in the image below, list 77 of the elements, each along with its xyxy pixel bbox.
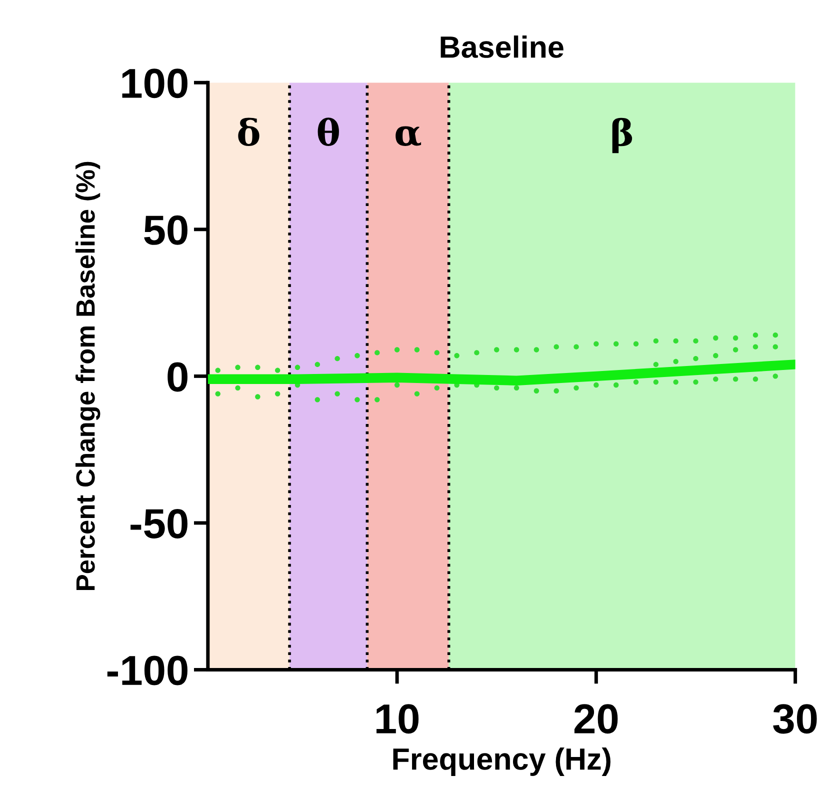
point [215,368,220,373]
point [494,347,500,352]
point [374,350,380,356]
point [732,376,738,382]
point [554,388,559,394]
point [255,394,260,400]
point [494,385,500,391]
point [594,341,599,346]
y-tick-label: 0 [168,362,188,392]
point [673,379,678,385]
point [235,385,240,391]
chart-title: Baseline [440,35,564,58]
y-tick-label: -50 [130,508,188,538]
point [772,374,778,379]
band-label: β [612,118,632,154]
point [633,341,639,346]
point [633,379,639,385]
point [574,385,579,391]
point [394,347,400,352]
point [693,379,698,385]
point [334,391,340,396]
point [574,344,579,350]
point [534,388,540,394]
point [594,382,599,388]
point [294,364,300,370]
point [434,350,440,356]
point [732,335,738,341]
point [414,391,420,396]
point [693,338,698,344]
point [713,376,718,382]
point [354,397,360,402]
x-tick-label: 20 [574,704,618,734]
point [772,332,778,338]
point [693,356,698,362]
point [752,332,758,338]
x-axis-title: Frequency (Hz) [393,747,610,776]
point [772,344,778,350]
point [235,364,240,370]
point [673,338,678,344]
band-label: δ [238,118,260,146]
x-tick-label: 10 [376,704,419,734]
point [354,353,360,358]
point [613,382,619,388]
point [514,385,520,391]
x-tick-label: 30 [773,704,817,734]
point [534,347,540,352]
point [414,347,420,352]
y-tick-label: 100 [122,68,188,98]
point [732,347,738,352]
point [673,358,678,364]
point [314,397,320,402]
point [394,382,400,388]
point [554,344,559,350]
point [454,353,460,358]
band-label: α [396,126,422,146]
point [215,391,220,396]
point [274,391,280,396]
y-axis-title: Percent Change from Baseline (%) [75,162,100,590]
point [274,368,280,373]
point [752,376,758,382]
point [314,362,320,368]
point [653,379,659,385]
band-label: θ [318,118,339,146]
point [613,341,619,346]
point [474,350,480,356]
point [713,353,718,358]
point [374,397,380,402]
y-tick-label: 50 [144,215,188,245]
point [752,344,758,350]
point [713,335,718,341]
point [514,347,520,352]
point [653,362,659,368]
point [434,385,440,391]
point [334,356,340,362]
point [255,364,260,370]
point [653,338,659,344]
y-tick-label: -100 [107,656,188,686]
